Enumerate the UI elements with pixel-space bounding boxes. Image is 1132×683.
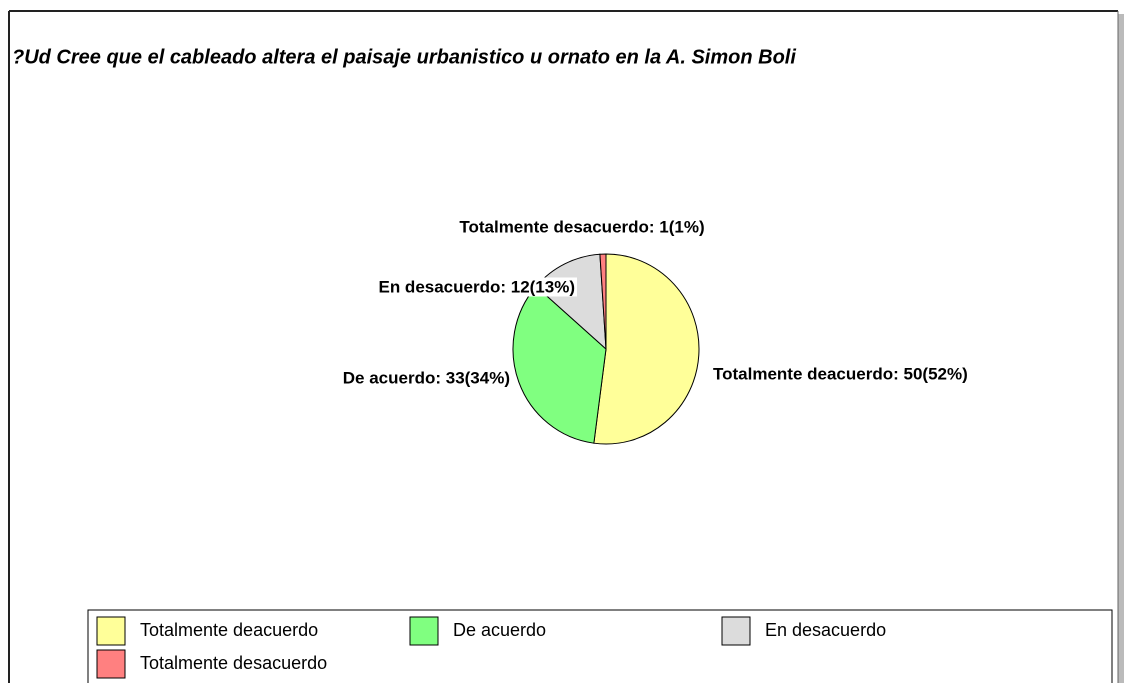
frame-shadow — [1118, 14, 1124, 683]
data-label: En desacuerdo: 12(13%) — [378, 277, 575, 296]
legend-label: De acuerdo — [453, 620, 546, 640]
data-label: De acuerdo: 33(34%) — [343, 368, 510, 387]
legend-swatch — [96, 649, 126, 679]
legend-swatch — [96, 616, 126, 646]
legend-label: En desacuerdo — [765, 620, 886, 640]
chart-title: ?Ud Cree que el cableado altera el paisa… — [12, 46, 796, 68]
data-label: Totalmente deacuerdo: 50(52%) — [713, 364, 968, 383]
legend-label: Totalmente desacuerdo — [140, 653, 327, 673]
pie-slice — [512, 285, 607, 444]
legend-label: Totalmente deacuerdo — [140, 620, 318, 640]
pie-slice — [593, 253, 700, 445]
legend-swatch — [409, 616, 439, 646]
data-label: Totalmente desacuerdo: 1(1%) — [459, 217, 704, 236]
legend-swatch — [721, 616, 751, 646]
pie-slice — [599, 253, 607, 350]
data-label-bg — [376, 277, 577, 297]
legend-box — [87, 609, 1113, 683]
